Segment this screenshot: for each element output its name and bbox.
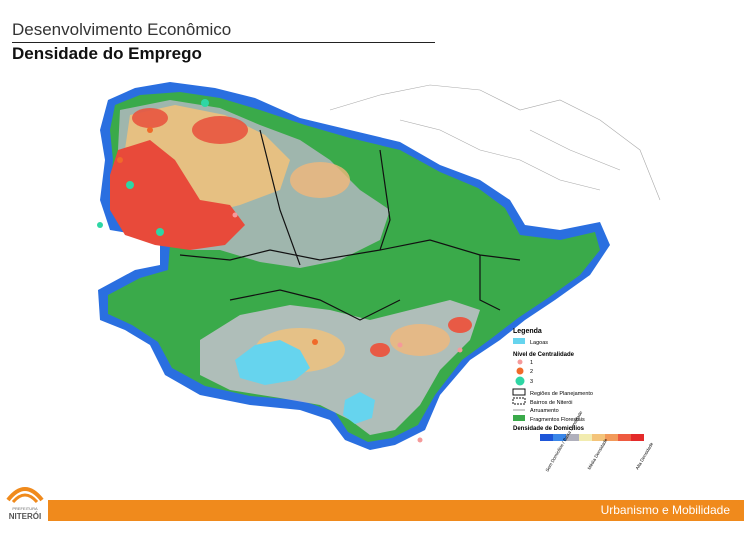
map-mid-density [290,162,350,198]
map-centrality [97,99,463,443]
legend-heading: Densidade de Domicílios [513,426,585,432]
legend-swatch [517,359,523,365]
logo-name: NITERÓI [9,512,41,521]
map-lagoon [235,340,310,385]
legend-label: Fragmentos Florestais [530,417,585,423]
map-high-density [132,108,168,128]
legend-swatch [512,397,526,405]
legend-label: Regiões de Planejamento [530,391,593,397]
map-context-streets [329,84,661,201]
footer-section: Urbanismo e Mobilidade [600,503,730,517]
density-scale [540,434,644,441]
map-mid-density [390,324,450,356]
legend-swatch [513,338,525,344]
map-high-density [448,317,472,333]
legend-label: 3 [530,379,533,385]
legend-label: Bairros de Niterói [530,400,573,406]
logo: PREFEITURA NITERÓI [6,487,44,521]
legend-swatch [515,376,525,386]
legend-label: 2 [530,369,533,375]
footer-bar: Urbanismo e Mobilidade [48,500,744,521]
slide-subtitle: Densidade do Emprego [12,44,202,63]
legend-title: Legenda [513,328,542,335]
map-high-density [370,343,390,357]
density-label: Média Densidade [587,437,609,470]
slide-title: Desenvolvimento Econômico [12,20,232,39]
title-rule [12,42,435,43]
legend-label: Arruamento [530,408,559,414]
legend-swatch [516,367,524,375]
map-lagoon [343,392,375,424]
map-high-density [192,116,248,144]
map-regions [179,129,521,321]
map-high-density [110,140,245,250]
legend-heading: Nível de Centralidade [513,352,575,358]
legend-label: 1 [530,360,533,366]
legend-swatch [512,388,526,396]
logo-caption: PREFEITURA [12,506,38,511]
density-label: Alta Densidade [635,441,655,470]
legend: Legenda Lagoas Nível de Centralidade 1 2… [512,328,655,473]
legend-swatch [513,415,525,421]
legend-label: Lagoas [530,340,548,346]
